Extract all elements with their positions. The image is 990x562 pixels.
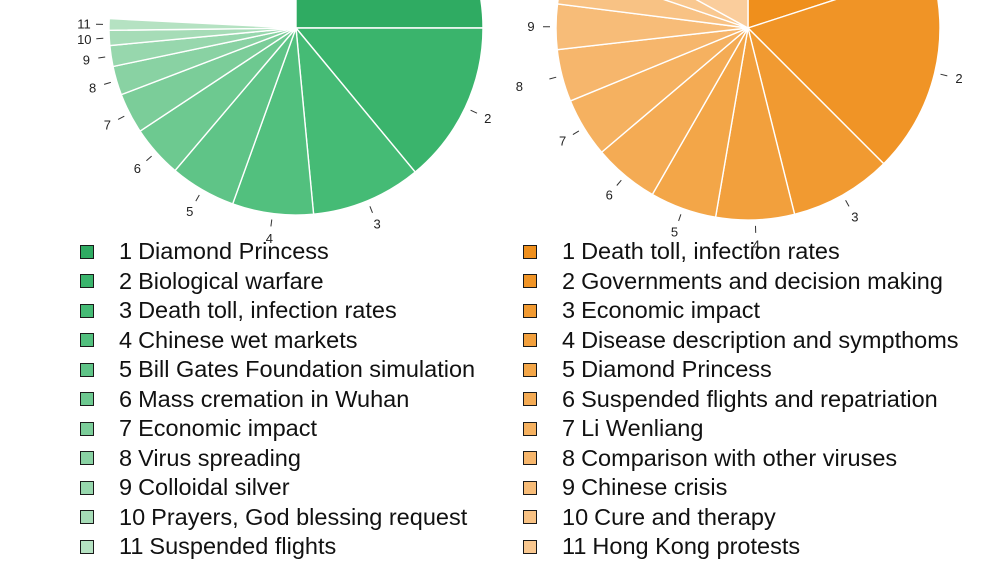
legend1-swatch-3 bbox=[80, 304, 94, 318]
legend1-swatch-1 bbox=[80, 245, 94, 259]
pie1-tick-label-11: 11 bbox=[77, 17, 91, 32]
legend1-swatch-10 bbox=[80, 510, 94, 524]
pie2-tick-label-6: 6 bbox=[606, 187, 613, 202]
legend1-swatch-6 bbox=[80, 392, 94, 406]
pie2-tick-2 bbox=[941, 74, 948, 76]
pie1-tick-2 bbox=[471, 110, 477, 113]
legend2-swatch-1 bbox=[523, 245, 537, 259]
legend1-swatch-11 bbox=[80, 540, 94, 554]
pie2-tick-label-9: 9 bbox=[527, 19, 534, 34]
legend2-swatch-9 bbox=[523, 481, 537, 495]
pie1-tick-5 bbox=[196, 195, 200, 201]
pie2-tick-8 bbox=[549, 77, 556, 79]
pie1-tick-8 bbox=[104, 82, 111, 84]
pie2-tick-3 bbox=[846, 200, 849, 206]
pie1-tick-label-9: 9 bbox=[83, 52, 90, 67]
pie1-tick-label-5: 5 bbox=[186, 204, 193, 219]
legend2-swatch-2 bbox=[523, 274, 537, 288]
pie1-tick-label-10: 10 bbox=[77, 32, 91, 47]
pie1-tick-label-7: 7 bbox=[104, 117, 111, 132]
legend2-swatch-8 bbox=[523, 451, 537, 465]
pie1-tick-3 bbox=[370, 206, 373, 213]
pie2-tick-6 bbox=[617, 180, 622, 185]
pie1-tick-9 bbox=[98, 57, 105, 58]
legend2-swatch-5 bbox=[523, 363, 537, 377]
pie1-slice-1 bbox=[296, 0, 483, 28]
pie1-tick-6 bbox=[146, 156, 151, 161]
legend2-swatch-10 bbox=[523, 510, 537, 524]
pie1-tick-4 bbox=[271, 220, 272, 227]
legend2-swatch-3 bbox=[523, 304, 537, 318]
pie2-tick-5 bbox=[679, 214, 681, 221]
legend1-swatch-5 bbox=[80, 363, 94, 377]
legend2-swatch-11 bbox=[523, 540, 537, 554]
pie1-slice-11 bbox=[109, 19, 296, 31]
pie1-tick-7 bbox=[118, 116, 124, 119]
pie2-tick-label-8: 8 bbox=[516, 79, 523, 94]
pie1-tick-label-6: 6 bbox=[134, 161, 141, 176]
legend2-swatch-7 bbox=[523, 422, 537, 436]
legend1-swatch-7 bbox=[80, 422, 94, 436]
legend1-swatch-9 bbox=[80, 481, 94, 495]
legend2-swatch-4 bbox=[523, 333, 537, 347]
legend1-swatch-4 bbox=[80, 333, 94, 347]
legend2-swatch-6 bbox=[523, 392, 537, 406]
pie2-tick-7 bbox=[573, 131, 579, 135]
pie2-tick-label-7: 7 bbox=[559, 133, 566, 148]
pie1-tick-label-2: 2 bbox=[484, 111, 491, 126]
pie2-tick-label-2: 2 bbox=[955, 71, 962, 86]
pie1-tick-label-3: 3 bbox=[373, 216, 380, 231]
pie1-tick-label-8: 8 bbox=[89, 80, 96, 95]
legend1-swatch-2 bbox=[80, 274, 94, 288]
pie2-tick-label-3: 3 bbox=[851, 209, 858, 224]
legend1-swatch-8 bbox=[80, 451, 94, 465]
